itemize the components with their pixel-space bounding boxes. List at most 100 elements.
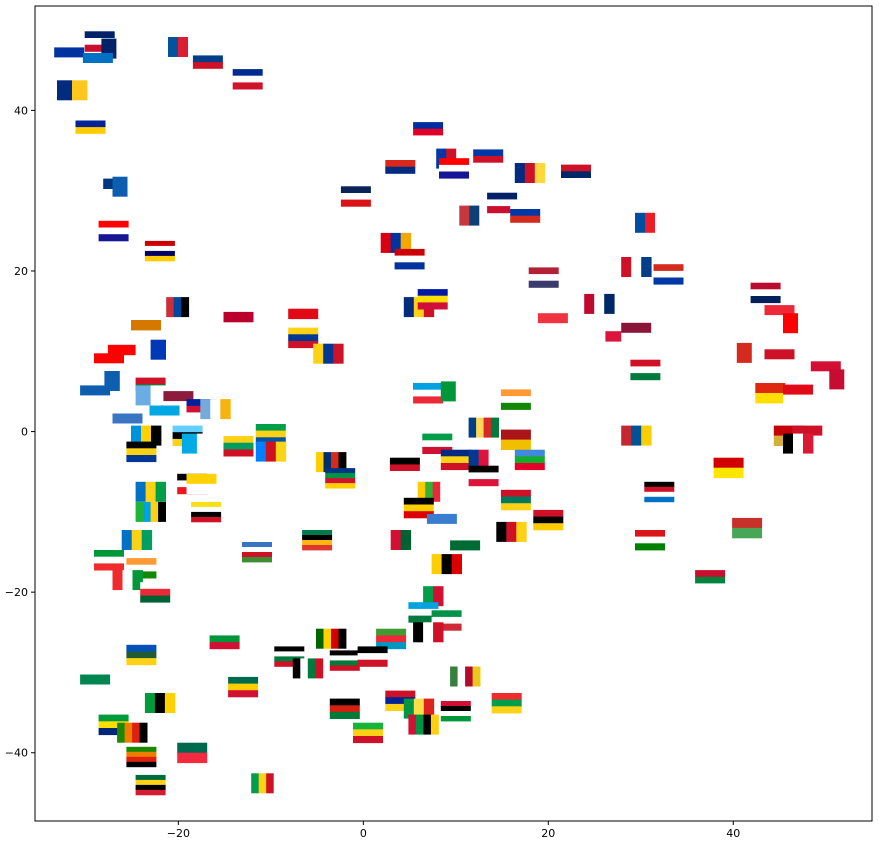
flag-points	[54, 31, 860, 796]
flag-point	[695, 570, 726, 591]
y-tick-label: −40	[5, 747, 28, 760]
flag-point	[389, 457, 420, 479]
flag-point	[135, 339, 166, 360]
flag-point	[621, 257, 652, 277]
flag-point	[422, 433, 453, 454]
y-tick-label: −20	[5, 586, 28, 599]
flag-point	[491, 693, 522, 714]
flag-point	[94, 550, 124, 571]
x-tick-label: 40	[726, 827, 740, 840]
flag-point	[431, 554, 462, 575]
flag-point	[200, 399, 231, 420]
flag-point	[510, 202, 541, 223]
x-tick-label: 0	[360, 827, 367, 840]
flag-point	[80, 385, 111, 406]
flag-point	[223, 301, 254, 323]
flag-point	[385, 690, 416, 711]
flag-point	[783, 384, 813, 405]
flag-point	[500, 429, 531, 450]
flag-point	[635, 530, 665, 551]
flag-point	[209, 628, 240, 650]
flag-point	[450, 540, 481, 561]
flag-point	[131, 310, 161, 331]
flag-point	[630, 359, 661, 381]
flag-point	[413, 586, 444, 607]
flag-point	[403, 497, 434, 519]
flag-point	[255, 441, 287, 462]
y-tick-label: 20	[14, 265, 28, 278]
flag-point	[107, 334, 138, 356]
flag-point	[755, 383, 786, 404]
flag-point	[644, 481, 675, 503]
flag-point	[439, 158, 469, 179]
x-tick: 40	[726, 821, 740, 840]
flag-point	[496, 521, 527, 542]
flag-point	[98, 220, 129, 242]
flag-point	[750, 282, 781, 304]
flag-point	[385, 153, 416, 174]
x-tick-label: 20	[541, 827, 555, 840]
flag-point	[440, 701, 471, 722]
flag-point	[537, 313, 568, 334]
flag-point	[440, 381, 472, 402]
y-tick: 40	[14, 104, 35, 117]
flag-point	[329, 650, 360, 671]
y-tick: −40	[5, 747, 35, 760]
flag-point	[75, 120, 106, 141]
flag-point	[112, 570, 143, 591]
flag-point	[394, 248, 425, 270]
flag-point	[473, 149, 504, 170]
flag-point	[514, 163, 546, 183]
flag-point	[251, 773, 282, 794]
flag-point	[80, 674, 111, 695]
flag-point	[135, 501, 166, 522]
flag-point	[84, 31, 115, 52]
flag-point	[325, 468, 356, 489]
flag-point	[764, 305, 795, 326]
flag-point	[313, 343, 344, 364]
flag-point	[228, 676, 259, 698]
flag-point	[408, 714, 439, 735]
y-tick: −20	[5, 586, 35, 599]
flag-point	[450, 666, 481, 687]
flag-point	[94, 353, 124, 374]
flag-point	[121, 530, 153, 550]
flag-point	[736, 342, 768, 363]
x-tick-label: −20	[167, 827, 190, 840]
flag-point	[144, 240, 175, 262]
flag-point	[413, 122, 444, 143]
flag-point	[417, 289, 448, 310]
flag-point	[149, 405, 180, 426]
flag-point	[288, 298, 319, 320]
flag-point	[561, 164, 591, 186]
flag-point	[191, 501, 222, 523]
flag-point	[533, 509, 564, 531]
flag-point	[713, 457, 744, 479]
flag-point	[302, 530, 333, 551]
flag-point	[459, 205, 490, 226]
flag-point	[417, 481, 449, 502]
flag-point	[274, 646, 305, 667]
flag-point	[584, 293, 615, 314]
flag-point	[135, 385, 166, 406]
flag-point	[468, 417, 499, 438]
y-axis-ticks: 40 20 0 −20 −40	[5, 104, 35, 760]
flag-point	[403, 698, 435, 719]
flag-point	[468, 465, 499, 487]
x-tick: 20	[541, 821, 555, 840]
flag-point	[177, 742, 208, 764]
flag-point	[316, 452, 347, 473]
flag-point	[168, 37, 199, 57]
flag-point	[783, 313, 814, 334]
x-axis-ticks: −20 0 20 40	[167, 821, 740, 840]
flag-point	[144, 693, 176, 713]
flag-point	[621, 425, 652, 446]
flag-point	[500, 389, 531, 410]
flag-point	[500, 489, 531, 511]
flag-point	[380, 232, 412, 253]
flag-point	[117, 722, 148, 743]
flag-point	[57, 80, 88, 101]
flag-point	[413, 622, 444, 643]
flag-point	[413, 383, 444, 404]
